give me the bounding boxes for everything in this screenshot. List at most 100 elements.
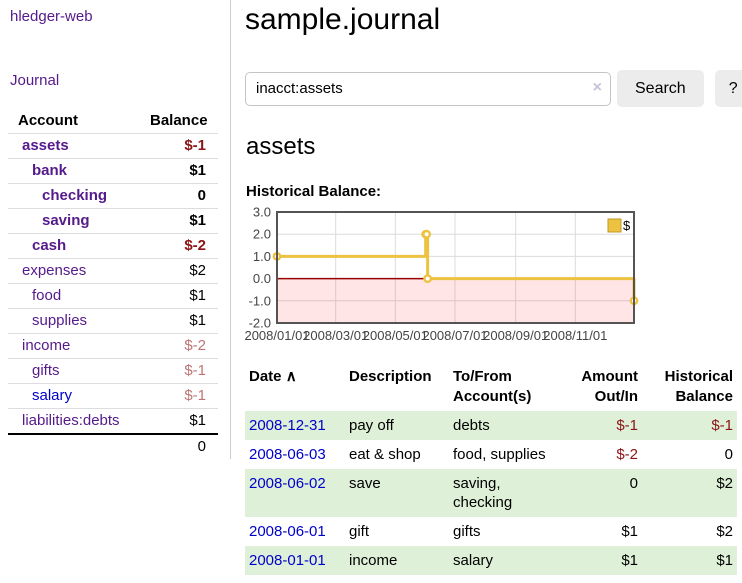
transaction-accounts: gifts [453,523,481,540]
account-row: assets $-1 [8,133,218,159]
account-balance: $2 [189,262,206,279]
svg-text:0.0: 0.0 [253,271,271,286]
account-balance: 0 [197,187,206,204]
svg-text:2008/01/01: 2008/01/01 [244,328,309,343]
transaction-accounts: debts [453,417,490,434]
account-row: salary $-1 [8,383,218,409]
account-balance: $1 [189,412,206,429]
accounts-balance-table: Account Balance assets $-1 bank $1 checking 0… [8,109,218,459]
transaction-amount: $1 [621,523,638,540]
account-balance: $1 [189,287,206,304]
transaction-date-link[interactable]: 2008-06-03 [249,446,326,463]
search-button[interactable]: Search [617,70,704,107]
account-row: bank $1 [8,158,218,184]
svg-text:2008/09/01: 2008/09/01 [483,328,548,343]
transaction-balance: $1 [716,552,733,569]
transaction-description: income [349,552,398,569]
svg-text:$: $ [623,218,631,233]
transaction-accounts: salary [453,552,494,569]
account-link[interactable]: bank [32,162,68,179]
register-row: 2008-01-01 income salary $1 $1 [245,546,737,575]
date-column-header[interactable]: Date ∧ [249,368,297,385]
account-link[interactable]: food [32,287,62,304]
journal-link[interactable]: Journal [10,72,60,89]
account-balance: $-1 [184,137,206,154]
svg-text:1.0: 1.0 [253,249,271,264]
register-row: 2008-12-31 pay off debts $-1 $-1 [245,411,737,440]
page-title: sample.journal [245,3,441,36]
search-input[interactable] [245,71,611,106]
account-link[interactable]: expenses [22,262,87,279]
chart-heading: Historical Balance: [246,183,382,200]
transaction-description: eat & shop [349,446,421,463]
transaction-amount: 0 [629,475,638,492]
accounts-column-header: To/From Account(s) [453,368,532,405]
transaction-amount: $1 [621,552,638,569]
search-field-wrap: × [245,71,611,106]
transaction-amount: $-2 [616,446,638,463]
account-row: gifts $-1 [8,358,218,384]
transaction-date-link[interactable]: 2008-06-01 [249,523,326,540]
account-row: expenses $2 [8,258,218,284]
amount-column-header: Amount Out/In [581,368,638,405]
transaction-date-link[interactable]: 2008-01-01 [249,552,326,569]
account-column-header: Account [18,112,78,129]
account-balance: $1 [189,212,206,229]
sidebar: hledger-web Journal Account Balance asse… [0,0,231,459]
register-header-row: Date ∧ Description To/From Account(s) Am… [245,364,737,411]
svg-text:2008/03/01: 2008/03/01 [303,328,368,343]
account-title: assets [246,133,316,160]
account-link[interactable]: checking [42,187,108,204]
account-row: supplies $1 [8,308,218,334]
svg-text:2008/05/01: 2008/05/01 [363,328,428,343]
account-row: liabilities:debts $1 [8,408,218,435]
transaction-date-link[interactable]: 2008-06-02 [249,475,326,492]
account-balance: $-1 [184,362,206,379]
account-balance: $1 [189,162,206,179]
transaction-balance: $2 [716,523,733,540]
transaction-accounts: saving, checking [453,475,513,511]
account-row: cash $-2 [8,233,218,259]
account-link[interactable]: supplies [32,312,88,329]
account-link[interactable]: gifts [32,362,60,379]
search-bar: × Search ? [245,70,742,107]
transaction-amount: $-1 [616,417,638,434]
account-link[interactable]: saving [42,212,90,229]
svg-text:2008/11/01: 2008/11/01 [543,328,607,343]
clear-search-icon[interactable]: × [592,78,602,96]
svg-text:-1.0: -1.0 [249,293,271,308]
transaction-description: gift [349,523,370,540]
app-title-link[interactable]: hledger-web [10,8,93,25]
svg-text:-2.0: -2.0 [249,316,271,331]
balance-column-header: Historical Balance [664,368,733,405]
account-balance: $-1 [184,387,206,404]
transaction-date-link[interactable]: 2008-12-31 [249,417,326,434]
account-link[interactable]: salary [32,387,73,404]
register-table: Date ∧ Description To/From Account(s) Am… [245,364,737,575]
accounts-total-row: 0 [8,434,218,459]
account-link[interactable]: liabilities:debts [22,412,120,429]
historical-balance-chart: 3.0 2.0 1.0 0.0 -1.0 -2.02008/01/012008/03/01… [244,205,639,343]
account-link[interactable]: income [22,337,71,354]
register-row: 2008-06-03 eat & shop food, supplies $-2 0 [245,440,737,469]
account-link[interactable]: assets [22,137,69,154]
transaction-accounts: food, supplies [453,446,546,463]
account-link[interactable]: cash [32,237,67,254]
svg-text:2.0: 2.0 [253,227,271,242]
transaction-balance: $2 [716,475,733,492]
balance-column-header: Balance [150,112,208,129]
account-row: saving $1 [8,208,218,234]
transaction-balance: $-1 [711,417,733,434]
svg-text:2008/07/01: 2008/07/01 [422,328,487,343]
account-balance: $-2 [184,237,206,254]
transaction-balance: 0 [724,446,733,463]
transaction-description: save [349,475,381,492]
sort-ascending-icon: ∧ [285,368,297,385]
account-balance: $1 [189,312,206,329]
register-row: 2008-06-02 save saving, checking 0 $2 [245,469,737,517]
account-row: income $-2 [8,333,218,359]
transaction-description: pay off [349,417,394,434]
help-button[interactable]: ? [714,70,742,107]
account-row: food $1 [8,283,218,309]
